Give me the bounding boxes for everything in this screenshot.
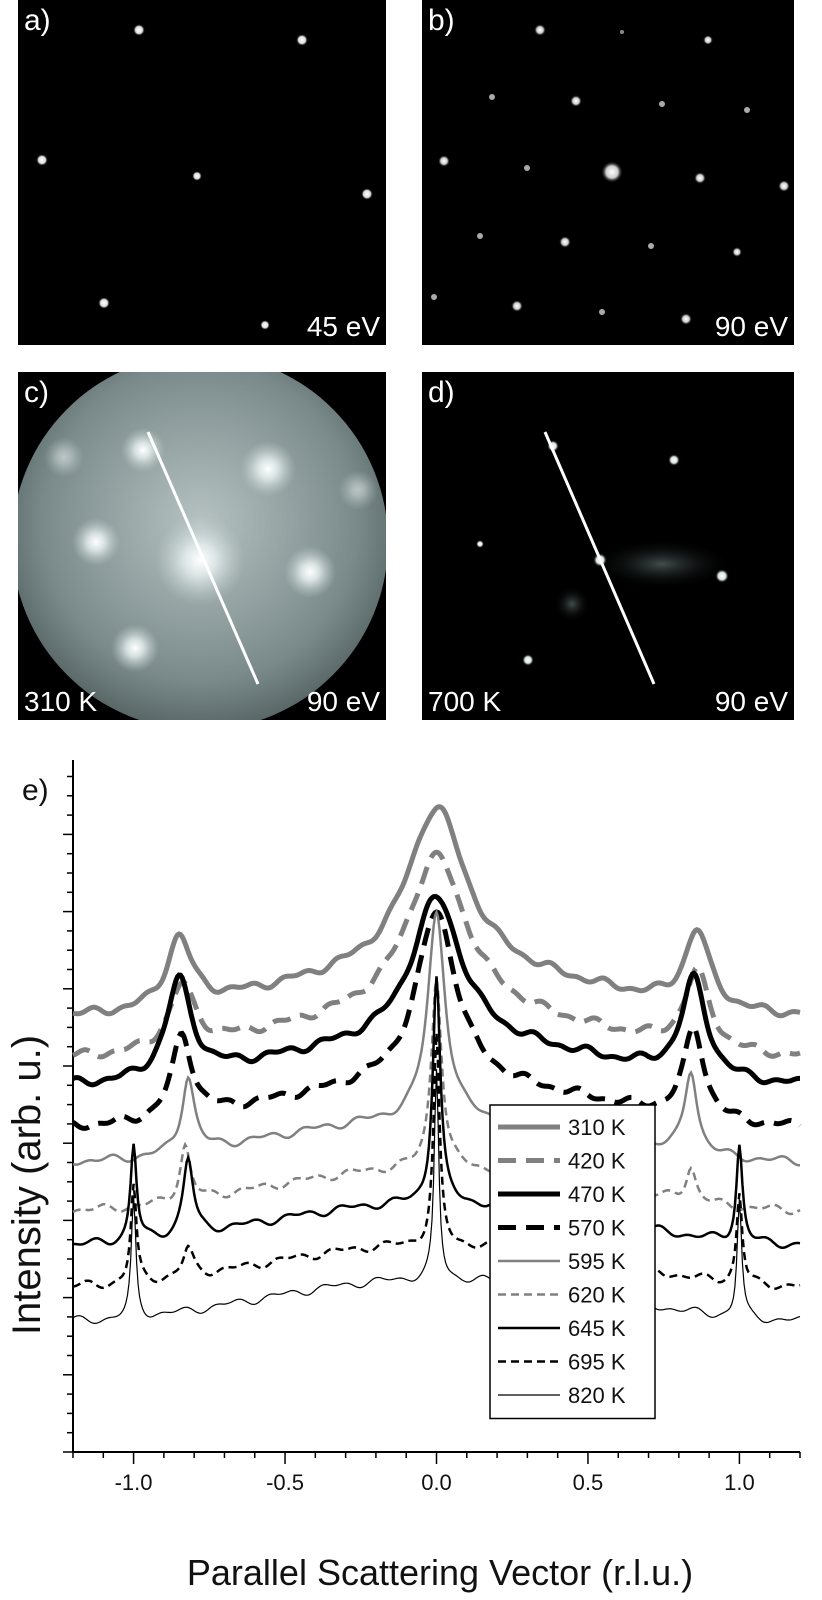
intensity-chart: e) Intensity (arb. u.) Parallel Scatteri… — [5, 760, 802, 1593]
series-curve-595k — [72, 908, 801, 1167]
legend-entry: 595 K — [568, 1249, 626, 1274]
x-tick-label: -1.0 — [115, 1470, 153, 1495]
panel-energy-d: 90 eV — [714, 686, 788, 717]
series-curve-820k — [72, 1069, 801, 1324]
chart-panel-label: e) — [22, 774, 49, 807]
x-tick-label: -0.5 — [266, 1470, 304, 1495]
legend-entry: 695 K — [568, 1350, 626, 1375]
leed-pattern-c — [18, 372, 386, 720]
x-tick-label: 0.0 — [421, 1470, 452, 1495]
panel-label-b: b) — [428, 4, 455, 37]
y-axis-label: Intensity (arb. u.) — [5, 1035, 49, 1335]
leed-panel-c: c) 310 K 90 eV — [18, 372, 386, 720]
leed-pattern-b — [431, 24, 790, 325]
leed-panel-d: d) 700 K 90 eV — [422, 372, 794, 720]
panel-label-a: a) — [24, 4, 51, 37]
series-curve-695k — [72, 1032, 801, 1291]
panel-label-c: c) — [24, 376, 49, 409]
x-tick-label: 1.0 — [724, 1470, 755, 1495]
leed-panel-b: b) 90 eV — [422, 0, 794, 345]
legend-entry: 420 K — [568, 1149, 626, 1174]
panel-label-d: d) — [428, 376, 455, 409]
panel-energy-b: 90 eV — [714, 311, 788, 342]
panel-energy-c: 90 eV — [306, 686, 380, 717]
scan-line-c — [146, 431, 260, 685]
panel-energy-a: 45 eV — [306, 311, 380, 342]
legend-entry: 570 K — [568, 1216, 626, 1241]
legend-entry: 470 K — [568, 1182, 626, 1207]
series-curve-420k — [72, 849, 801, 1060]
leed-panel-a: a) 45 eV — [18, 0, 386, 345]
curves — [71, 804, 802, 1324]
panel-temp-d: 700 K — [428, 686, 502, 717]
legend-entry: 820 K — [568, 1383, 626, 1408]
leed-pattern-a — [36, 24, 373, 330]
legend-entry: 645 K — [568, 1316, 626, 1341]
series-curve-470k — [72, 893, 800, 1088]
scan-line-d — [543, 431, 656, 685]
legend-entry: 620 K — [568, 1283, 626, 1308]
axes: -1.0 -0.5 0.0 0.5 1.0 — [63, 760, 801, 1495]
x-axis-label: Parallel Scattering Vector (r.l.u.) — [187, 1552, 693, 1593]
series-curve-310k — [72, 804, 801, 1019]
panel-temp-c: 310 K — [24, 686, 98, 717]
legend-entry: 310 K — [568, 1115, 626, 1140]
x-tick-label: 0.5 — [573, 1470, 604, 1495]
series-curve-620k — [72, 978, 801, 1216]
leed-pattern-d — [476, 431, 732, 685]
series-curve-645k — [72, 976, 801, 1249]
legend: 310 K 420 K 470 K 570 K 595 K 620 K 645 K 695 K… — [489, 1104, 656, 1420]
